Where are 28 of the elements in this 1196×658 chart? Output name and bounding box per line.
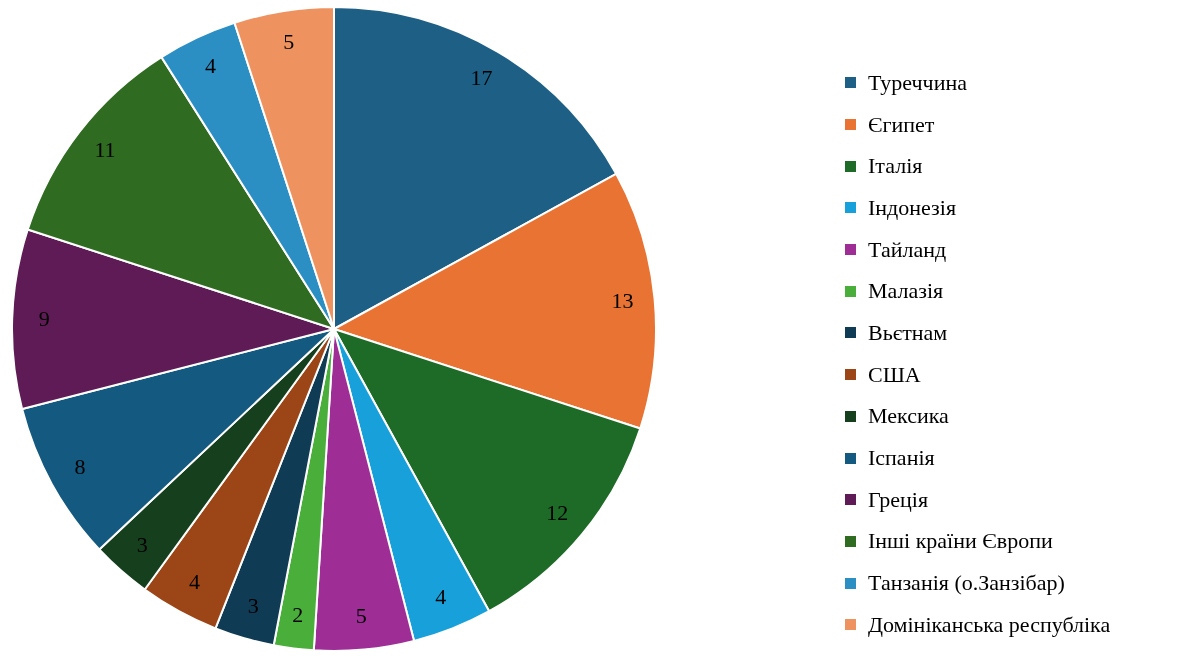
data-label: 12	[546, 499, 569, 525]
data-label: 2	[292, 602, 304, 628]
legend-label: Малазія	[868, 278, 944, 305]
data-label: 4	[188, 568, 200, 594]
legend-label: Мексика	[868, 403, 949, 430]
legend-label: Єгипет	[868, 111, 935, 138]
legend-label: США	[868, 361, 921, 388]
data-label: 4	[205, 52, 217, 78]
legend-label: Тайланд	[868, 236, 947, 263]
data-label: 3	[247, 593, 259, 619]
legend-label: Туреччина	[868, 69, 967, 96]
data-label: 3	[136, 532, 148, 558]
legend-label: Греція	[868, 486, 929, 513]
data-label: 13	[611, 287, 634, 313]
data-label: 5	[355, 603, 367, 629]
data-label: 11	[94, 137, 116, 163]
data-label: 9	[38, 305, 50, 331]
legend-label: Танзанія (о.Занзібар)	[868, 570, 1065, 597]
legend-label: Домініканська республіка	[868, 611, 1111, 638]
legend-label: Італія	[868, 153, 923, 180]
legend-label: Вьєтнам	[868, 319, 948, 346]
legend-label: Індонезія	[868, 194, 957, 221]
data-label: 17	[470, 65, 493, 91]
legend-label: Інші країни Європи	[868, 528, 1053, 555]
data-label: 4	[435, 584, 447, 610]
data-label: 8	[74, 454, 86, 480]
data-label: 5	[283, 28, 295, 54]
legend-label: Іспанія	[868, 445, 935, 472]
